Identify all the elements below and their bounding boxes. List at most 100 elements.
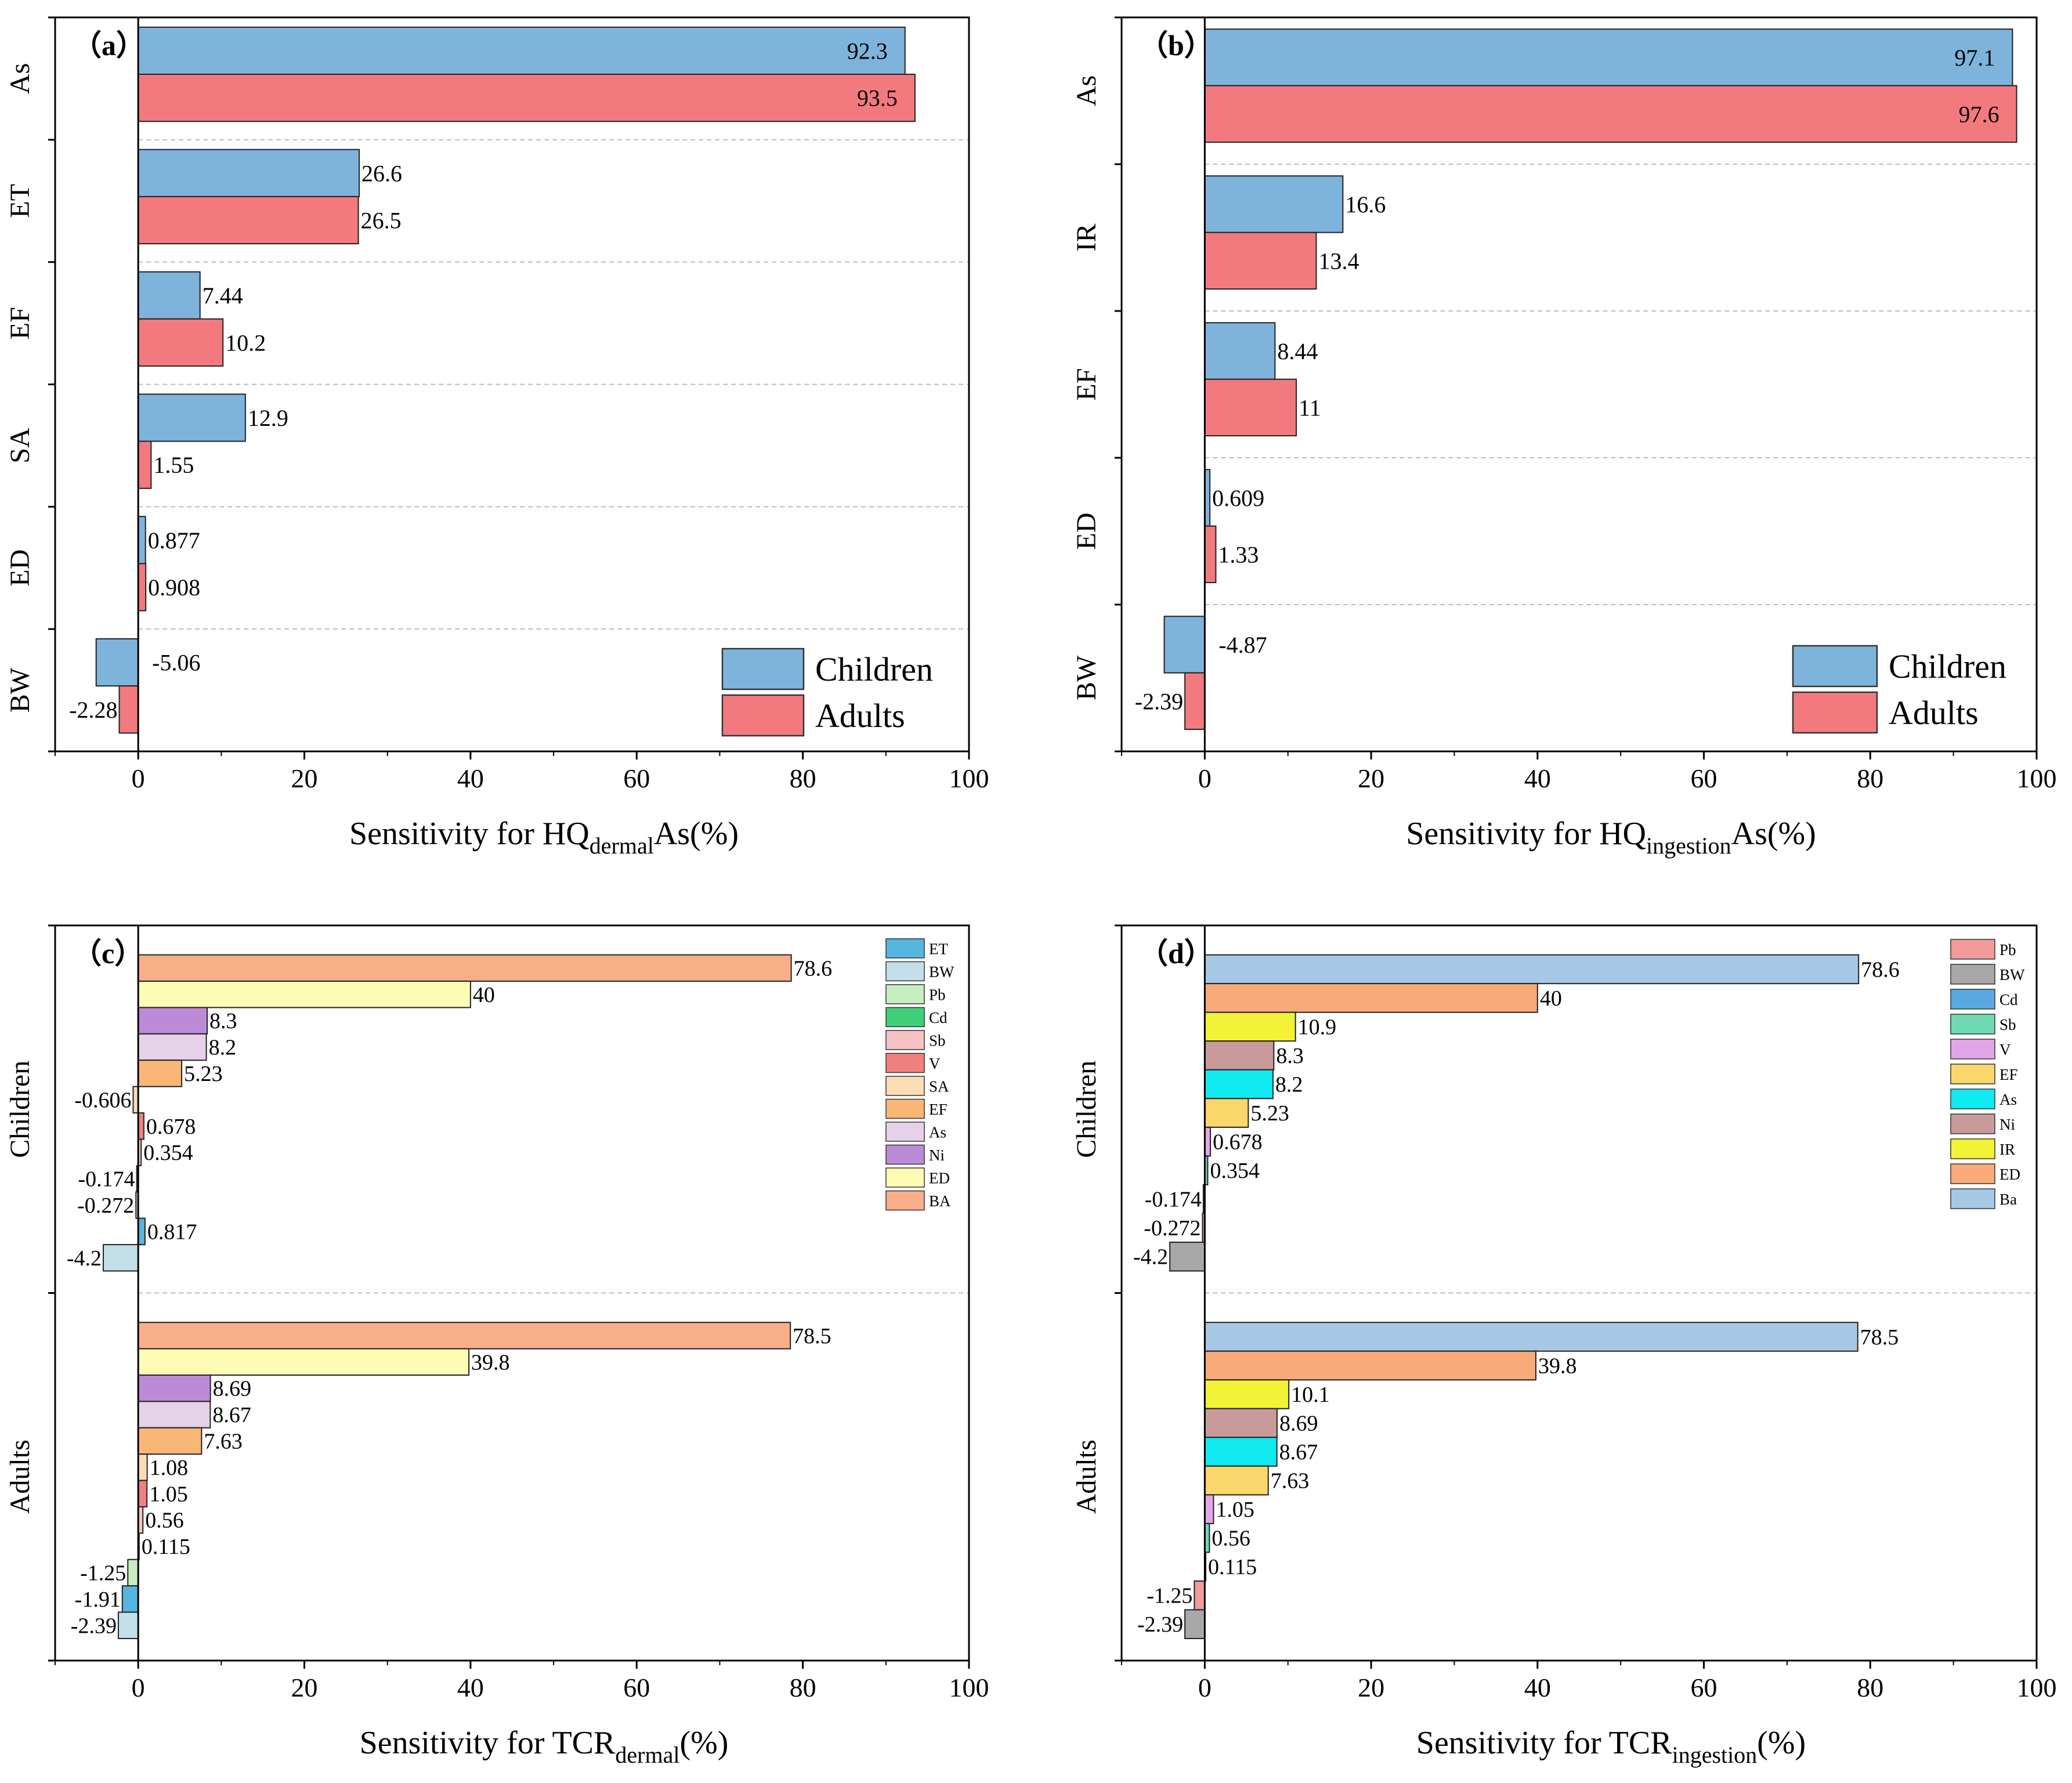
bar-ed-adults xyxy=(1204,525,1217,584)
data-label: 8.2 xyxy=(209,1036,237,1060)
panel-label: （d） xyxy=(1139,937,1213,970)
bar-children-et xyxy=(138,1217,146,1246)
x-tick-label: 40 xyxy=(457,764,484,793)
legend-label: Pb xyxy=(929,986,946,1004)
legend-label: Adults xyxy=(1889,694,1979,732)
data-label: 0.115 xyxy=(142,1535,190,1559)
x-axis-title-main: Sensitivity for HQ xyxy=(1406,816,1646,852)
x-tick-label: 0 xyxy=(1198,1673,1212,1702)
legend-swatch-v xyxy=(885,1053,925,1073)
x-axis-title-subscript: ingestion xyxy=(1646,833,1731,859)
data-label: -2.39 xyxy=(71,1614,117,1638)
legend-swatch-as xyxy=(1950,1088,1995,1109)
legend-label: Ba xyxy=(1999,1191,2017,1208)
data-label: -4.87 xyxy=(1218,632,1267,658)
bar-children-ef xyxy=(138,1059,183,1087)
x-tick-label: 60 xyxy=(623,764,650,793)
data-label: 40 xyxy=(473,983,495,1007)
bar-bw-adults xyxy=(118,685,139,734)
y-category-label: Children xyxy=(5,1061,35,1158)
legend-swatch-ni xyxy=(885,1144,925,1165)
legend-label: Adults xyxy=(815,697,905,735)
bar-ef-adults xyxy=(138,318,224,367)
data-label: 39.8 xyxy=(471,1350,510,1375)
data-label: 13.4 xyxy=(1318,248,1359,274)
legend-label: ED xyxy=(929,1170,950,1187)
data-label: -0.606 xyxy=(74,1088,131,1112)
data-label: -2.39 xyxy=(1135,688,1183,714)
legend-swatch-pb xyxy=(1950,939,1995,960)
bar-ef-children xyxy=(1204,322,1276,380)
bar-adults-bw xyxy=(117,1611,139,1639)
data-label: 0.817 xyxy=(147,1220,197,1244)
bar-et-adults xyxy=(138,196,359,245)
data-label: 78.5 xyxy=(793,1324,831,1348)
plot-frame xyxy=(1120,924,2038,1662)
data-label: 26.6 xyxy=(361,160,402,186)
legend-swatch-as xyxy=(885,1122,925,1142)
data-label: 7.63 xyxy=(204,1429,243,1453)
legend-swatch-cd xyxy=(1950,989,1995,1010)
bar-adults-sa xyxy=(138,1453,148,1481)
x-axis-title-subscript: dermal xyxy=(590,833,654,859)
legend-label: V xyxy=(929,1055,941,1072)
plot-frame xyxy=(1120,16,2038,753)
legend-label: Sb xyxy=(1999,1016,2016,1033)
legend-label: As xyxy=(929,1124,946,1141)
legend-label: Children xyxy=(815,650,933,688)
legend-swatch-adults xyxy=(1792,691,1878,734)
data-label: 8.69 xyxy=(213,1377,252,1401)
x-axis-title-main: Sensitivity for TCR xyxy=(360,1725,616,1761)
legend-label: BW xyxy=(1999,966,2025,983)
legend-swatch-ed xyxy=(885,1167,925,1188)
y-category-label: IR xyxy=(1071,224,1102,252)
legend-swatch-bw xyxy=(885,961,925,982)
legend-swatch-children xyxy=(721,648,805,690)
data-label: 8.67 xyxy=(1279,1440,1318,1464)
data-label: 0.678 xyxy=(1213,1130,1263,1155)
data-label: 0.56 xyxy=(1212,1527,1250,1551)
bar-children-as xyxy=(1204,1069,1274,1100)
data-label: 8.2 xyxy=(1275,1073,1303,1097)
data-label: -2.28 xyxy=(69,697,117,723)
data-label: 16.6 xyxy=(1345,191,1386,218)
bar-children-ed xyxy=(138,981,471,1008)
x-axis-title-main: Sensitivity for TCR xyxy=(1416,1725,1672,1761)
bar-sa-adults xyxy=(138,440,152,489)
bar-adults-pb xyxy=(1194,1580,1206,1611)
x-tick-label: 100 xyxy=(2017,764,2057,793)
bar-ir-adults xyxy=(1204,232,1317,290)
legend-label: Sb xyxy=(929,1032,946,1050)
legend-label: Ni xyxy=(1999,1116,2015,1133)
data-label: 8.3 xyxy=(1276,1044,1304,1068)
bar-bw-children xyxy=(95,638,139,687)
legend-swatch-v xyxy=(1950,1039,1995,1059)
bar-as-adults xyxy=(138,74,916,122)
bar-adults-as xyxy=(138,1401,211,1428)
legend-swatch-ba xyxy=(885,1190,925,1211)
data-label: -0.272 xyxy=(77,1194,134,1218)
data-label: 93.5 xyxy=(857,85,898,111)
data-label: 26.5 xyxy=(361,207,402,233)
data-label: 40 xyxy=(1540,986,1562,1011)
data-label: -2.39 xyxy=(1137,1612,1183,1637)
data-label: 78.6 xyxy=(794,956,833,981)
legend-label: Ni xyxy=(929,1147,945,1164)
bar-as-children xyxy=(1204,28,2013,86)
data-label: 1.08 xyxy=(150,1456,189,1480)
legend-swatch-pb xyxy=(885,984,925,1004)
chart-panel-2: 97.1 97.6 As 16.6 13.4 IR 8.44 11 EF 0.609 1.33 ED -… xyxy=(1071,16,2057,859)
data-label: 8.3 xyxy=(209,1009,237,1033)
x-tick-label: 60 xyxy=(1691,1673,1717,1702)
bar-ef-adults xyxy=(1204,378,1297,437)
legend-swatch-et xyxy=(885,938,925,959)
y-category-label: As xyxy=(1071,75,1102,106)
legend-label: Children xyxy=(1889,648,2006,685)
legend-swatch-sa xyxy=(885,1076,925,1096)
y-category-label: As xyxy=(5,63,35,94)
bar-children-ed xyxy=(1204,983,1538,1013)
bar-children-bw xyxy=(1169,1241,1206,1272)
data-label: 78.6 xyxy=(1861,957,1900,982)
legend-swatch-cd xyxy=(885,1007,925,1028)
x-tick-label: 0 xyxy=(1198,764,1212,793)
